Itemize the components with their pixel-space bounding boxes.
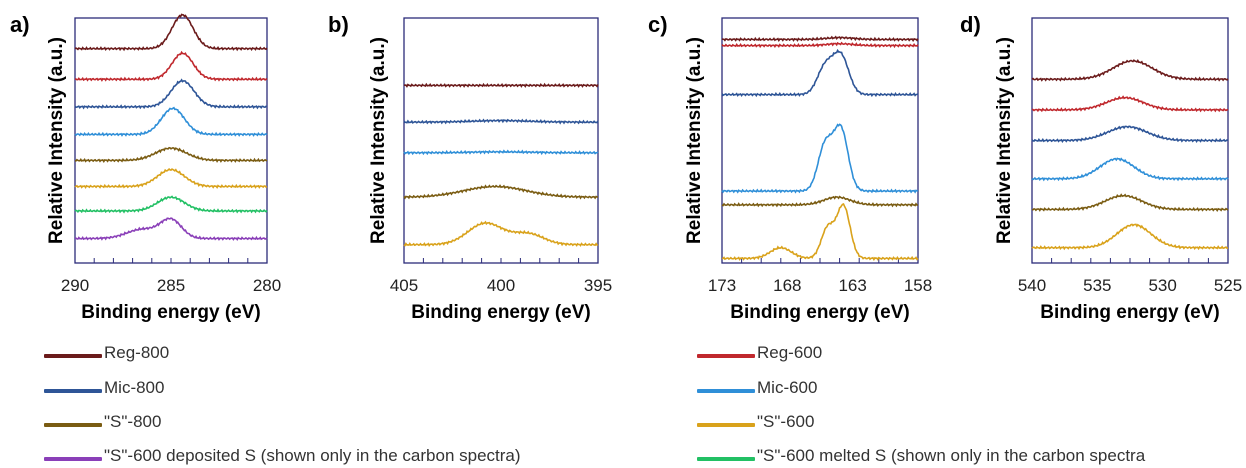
series-line: [1031, 95, 1229, 113]
x-tick-label: 285: [157, 276, 185, 295]
plot-frame: [403, 17, 599, 264]
x-axis-label: Binding energy (eV): [730, 302, 909, 323]
series-line: [403, 118, 599, 125]
panel-letter: c): [648, 12, 668, 37]
x-tick-label: 395: [584, 276, 612, 295]
series-line: [403, 82, 599, 88]
x-tick-label: 158: [904, 276, 932, 295]
x-tick-label: 290: [61, 276, 89, 295]
series-line: [74, 106, 268, 137]
series-line: [403, 184, 598, 200]
x-tick-label: 163: [838, 276, 866, 295]
y-axis-label: Relative Intensity (a.u.): [684, 37, 705, 244]
series-line: [74, 13, 268, 52]
y-axis-label: Relative Intensity (a.u.): [46, 37, 67, 244]
x-tick-label: 168: [773, 276, 801, 295]
series-line: [403, 149, 599, 156]
x-tick-label: 405: [390, 276, 418, 295]
series-line: [74, 78, 268, 110]
series-line: [74, 168, 268, 190]
y-axis-label: Relative Intensity (a.u.): [994, 37, 1015, 244]
x-tick-label: 173: [708, 276, 736, 295]
series-line: [74, 50, 268, 82]
series-line: [1031, 223, 1229, 251]
panel-letter: d): [960, 12, 981, 37]
x-tick-label: 530: [1148, 276, 1176, 295]
panel-letter: a): [10, 12, 30, 37]
series-line: [1031, 58, 1229, 82]
series-line: [74, 146, 268, 164]
series-line: [1031, 193, 1229, 213]
series-line: [1031, 125, 1229, 143]
series-line: [721, 41, 919, 49]
y-axis-label: Relative Intensity (a.u.): [368, 37, 389, 244]
x-tick-label: 525: [1214, 276, 1242, 295]
plot-frame: [74, 17, 268, 264]
series-line: [74, 217, 268, 241]
x-tick-label: 280: [253, 276, 281, 295]
series-line: [74, 195, 268, 214]
series-line: [721, 202, 919, 262]
plot-frame: [721, 17, 919, 264]
x-axis-label: Binding energy (eV): [81, 302, 260, 323]
series-line: [721, 123, 919, 194]
series-line: [1031, 157, 1229, 182]
x-tick-label: 400: [487, 276, 515, 295]
x-tick-label: 535: [1083, 276, 1111, 295]
panel-letter: b): [328, 12, 349, 37]
x-tick-label: 540: [1018, 276, 1046, 295]
x-axis-label: Binding energy (eV): [1040, 302, 1219, 323]
series-line: [721, 35, 919, 43]
series-line: [721, 195, 918, 208]
series-line: [721, 48, 919, 98]
x-axis-label: Binding energy (eV): [411, 302, 590, 323]
series-line: [403, 220, 599, 247]
